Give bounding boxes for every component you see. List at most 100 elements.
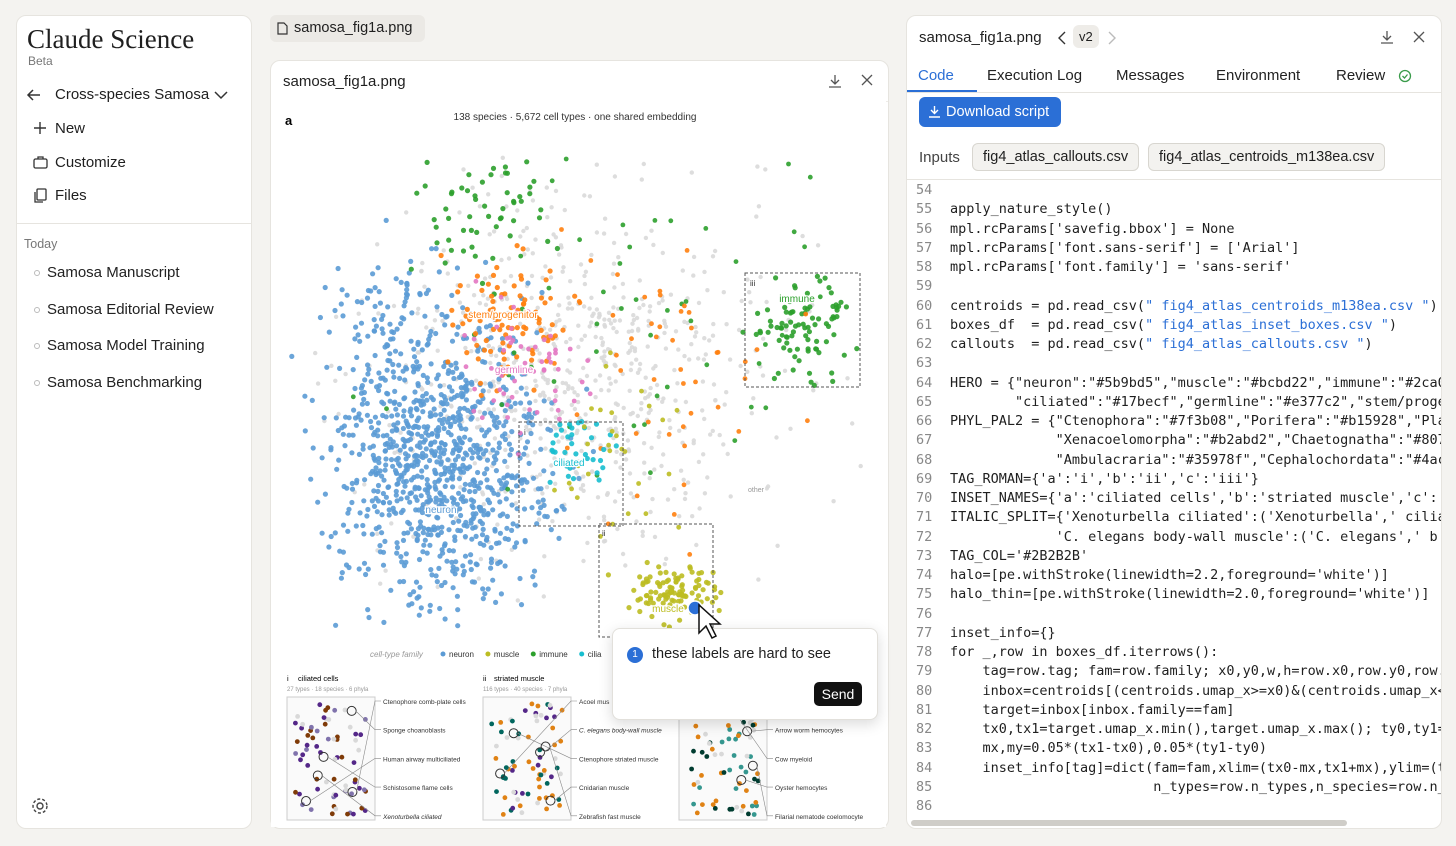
dot — [419, 433, 425, 439]
dot — [441, 471, 447, 477]
callout-label: Oyster hemocytes — [775, 785, 828, 792]
download-icon[interactable] — [828, 74, 842, 88]
tab[interactable]: Messages — [1116, 67, 1185, 84]
dot — [417, 584, 423, 590]
dot — [611, 261, 617, 266]
nav-item[interactable]: Files — [55, 187, 87, 204]
dot — [416, 350, 422, 355]
history-item[interactable]: Samosa Editorial Review — [47, 300, 214, 318]
dot — [468, 311, 474, 317]
input-file[interactable]: fig4_atlas_centroids_m138ea.csv — [1148, 143, 1386, 171]
dot — [562, 449, 568, 455]
scrollbar[interactable] — [911, 820, 1347, 826]
nav-item[interactable]: Customize — [55, 153, 126, 171]
dot — [520, 331, 526, 337]
dot — [782, 368, 788, 373]
dot — [368, 418, 374, 425]
inset-dot — [544, 781, 550, 786]
dot — [460, 572, 466, 578]
dot — [397, 375, 403, 381]
dot — [651, 366, 656, 371]
dot — [413, 530, 419, 537]
inset-dot — [691, 801, 696, 807]
dot — [689, 170, 694, 175]
input-file[interactable]: fig4_atlas_callouts.csv — [972, 143, 1140, 171]
project-name[interactable]: Cross-species Samosa — [55, 86, 210, 103]
version[interactable]: v2 — [1073, 25, 1099, 48]
callout-label: Human airway multiciliated — [383, 756, 461, 763]
dot — [393, 276, 399, 282]
nav-item[interactable]: New — [55, 120, 86, 137]
download-script-button[interactable]: Download script — [919, 97, 1062, 127]
dot — [677, 514, 682, 519]
chevron[interactable] — [213, 89, 229, 101]
dot — [387, 351, 393, 357]
dot — [431, 524, 437, 530]
tab[interactable]: Execution Log — [987, 67, 1083, 84]
dot — [436, 506, 442, 513]
dot — [774, 435, 779, 440]
code-line: for _,row in boxes_df.iterrows(): — [950, 644, 1219, 660]
dot — [482, 433, 488, 439]
code-line: centroids = pd.read_csv(" fig4_atlas_cen… — [950, 297, 1438, 314]
download-icon[interactable] — [1380, 30, 1394, 44]
leader-line — [355, 710, 381, 731]
callout-label: Cow myeloid — [775, 756, 813, 763]
next-version[interactable] — [1107, 31, 1117, 45]
dot — [450, 564, 456, 570]
dot — [371, 488, 377, 494]
file-tab[interactable]: samosa_fig1a.png — [270, 15, 425, 42]
dot — [613, 460, 618, 465]
dot — [609, 428, 615, 434]
dot — [463, 519, 469, 525]
dot — [585, 540, 590, 546]
dot — [587, 306, 592, 311]
dot — [476, 576, 481, 581]
dot — [582, 451, 589, 458]
dot — [621, 405, 626, 411]
history-item[interactable]: Samosa Model Training — [47, 337, 205, 354]
dot — [446, 215, 452, 221]
back-icon[interactable] — [26, 87, 42, 103]
dot — [485, 296, 491, 301]
history-item[interactable]: Samosa Benchmarking — [47, 373, 203, 391]
dot — [403, 365, 409, 371]
close-icon[interactable] — [861, 74, 873, 86]
dot — [397, 579, 403, 585]
dot — [392, 348, 399, 354]
tab[interactable]: Environment — [1216, 67, 1301, 84]
dot — [429, 450, 435, 456]
dot — [486, 343, 491, 348]
dot — [481, 293, 486, 298]
tab[interactable]: Review — [1336, 67, 1386, 84]
dot — [700, 587, 706, 593]
dot — [518, 400, 524, 406]
dot — [400, 425, 406, 432]
dot — [787, 347, 793, 353]
dot — [380, 330, 386, 336]
dot — [482, 410, 488, 416]
inset-dot — [502, 795, 508, 801]
dot — [376, 420, 382, 426]
dot — [456, 490, 462, 496]
settings-icon[interactable] — [31, 797, 49, 815]
tab[interactable]: Code — [918, 67, 954, 84]
dot — [662, 321, 667, 326]
dot — [332, 307, 338, 314]
history-item[interactable]: Samosa Manuscript — [47, 264, 180, 281]
dot — [289, 353, 295, 359]
dot — [628, 367, 634, 373]
send-button[interactable]: Send — [814, 682, 862, 706]
comment-text[interactable]: these labels are hard to see — [652, 646, 831, 662]
dot — [416, 612, 422, 618]
dot — [506, 434, 511, 439]
close-icon[interactable] — [1413, 31, 1425, 43]
dot — [564, 445, 570, 451]
dot — [420, 530, 426, 536]
inset-dot — [709, 746, 715, 752]
prev-version[interactable] — [1057, 31, 1067, 45]
dot — [511, 350, 517, 356]
dot — [701, 452, 706, 457]
dot — [446, 368, 452, 374]
dot — [477, 301, 483, 306]
